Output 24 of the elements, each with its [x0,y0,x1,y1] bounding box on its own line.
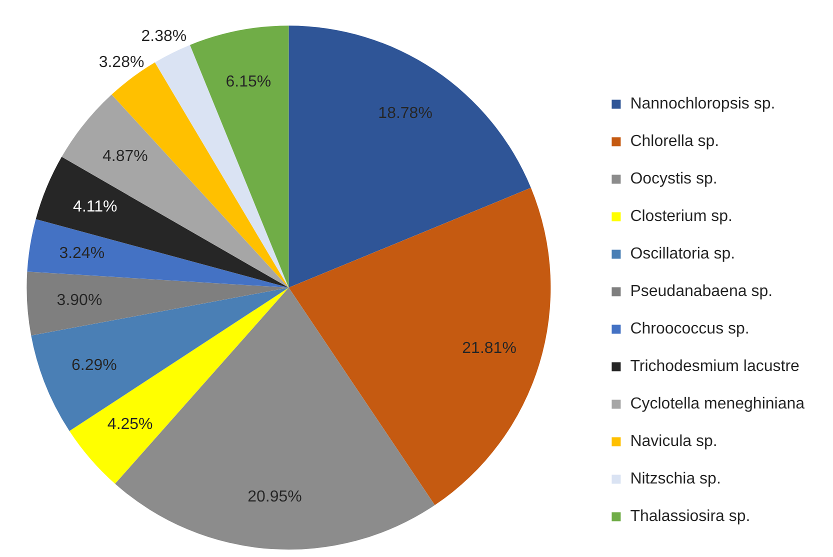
legend-label: Nannochloropsis sp. [630,96,776,113]
legend-label: Chroococcus sp. [630,320,750,338]
data-label: 21.81% [462,340,516,357]
data-label: 18.78% [378,104,432,122]
data-label: 4.87% [102,148,148,166]
legend-label: Cyclotella meneghiniana [630,396,805,413]
legend-label: Pseudanabaena sp. [630,283,773,300]
legend-label: Oscillatoria sp. [630,246,736,263]
legend-label: Navicula sp. [630,433,718,450]
data-label: 4.11% [73,198,118,216]
legend-label: Closterium sp. [630,208,732,226]
data-label: 3.28% [98,54,144,72]
data-label: 6.15% [226,73,272,90]
data-label: 2.38% [141,28,187,46]
data-label: 6.29% [71,357,117,374]
data-label: 4.25% [107,416,153,434]
data-label: 3.24% [59,245,105,262]
data-label: 3.90% [56,292,102,310]
legend-label: Oocystis sp. [630,170,718,188]
legend-label: Thalassiosira sp. [630,508,750,526]
legend-label: Nitzschia sp. [630,470,721,488]
legend-label: Chlorella sp. [630,133,720,150]
data-label: 20.95% [248,488,302,506]
legend-label: Trichodesmium lacustre [630,358,800,376]
